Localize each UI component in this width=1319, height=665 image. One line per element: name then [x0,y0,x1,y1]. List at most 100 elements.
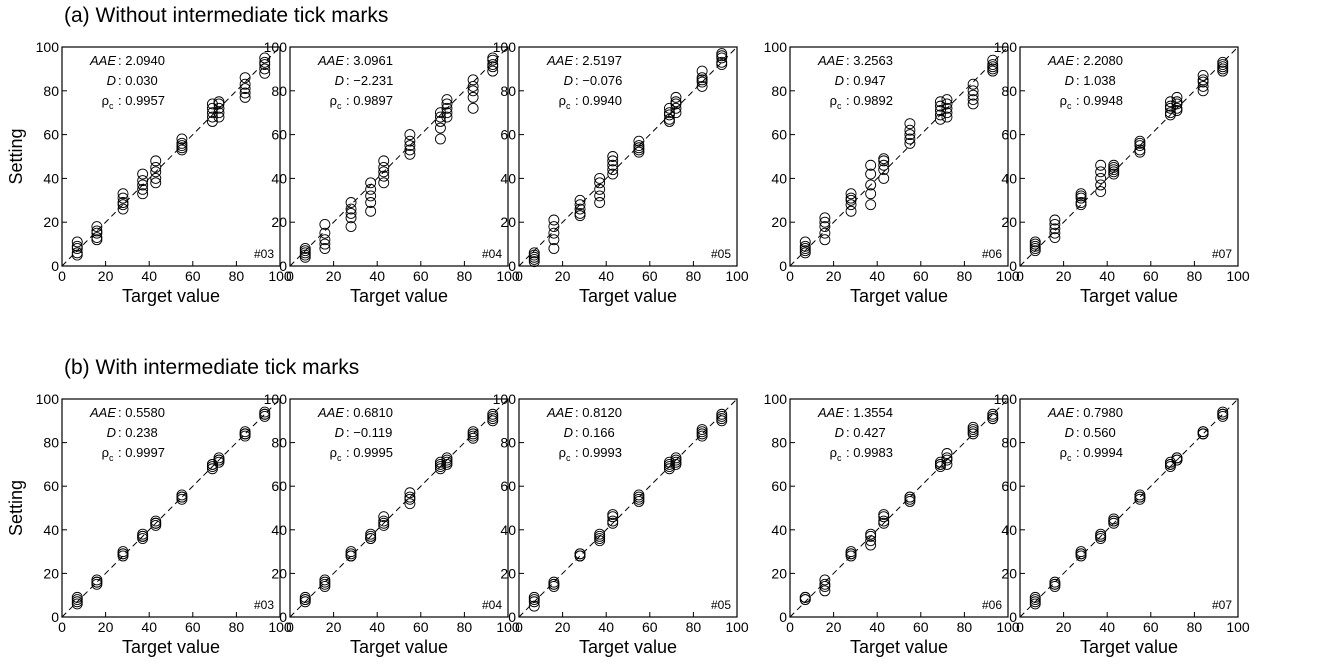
stat-rho: ρ [1060,445,1067,460]
data-point [548,221,560,233]
plot-frame [789,398,1009,618]
stat-aae-value: : 3.0961 [346,53,393,68]
data-point [865,535,877,547]
data-point [594,533,606,544]
data-point [819,221,831,233]
y-tick-label: 100 [994,391,1018,407]
data-point [404,498,416,510]
data-point [548,581,560,592]
data-point [137,179,149,191]
x-tick-label: 20 [98,619,114,635]
x-tick-label: 80 [957,268,973,284]
data-point [819,574,831,586]
y-tick-label: 20 [43,214,59,230]
x-tick-label: 80 [457,268,473,284]
data-point [487,65,499,77]
subject-id: #03 [254,598,274,612]
data-point [528,600,540,612]
data-point [865,539,877,551]
data-point [365,177,377,189]
data-point [71,249,83,261]
data-point [1029,243,1041,254]
subject-id: #04 [482,247,502,261]
data-point [548,576,560,588]
data-point [150,172,162,184]
x-axis-label: Target value [579,286,677,306]
x-tick-label: 80 [1187,268,1203,284]
data-point [91,232,103,243]
stat-rho: ρ [1060,93,1067,108]
data-point [594,183,606,195]
data-point [1049,578,1061,590]
data-point [345,546,357,558]
data-point [878,511,890,523]
data-point [607,511,619,523]
x-tick-label: 40 [369,619,385,635]
data-point [799,236,811,248]
data-point [137,530,149,542]
x-tick-label: 60 [1143,619,1159,635]
data-point [1029,594,1041,606]
data-point [239,87,251,99]
stat-rho-subscript: c [337,101,342,111]
plot-frame [289,46,509,267]
data-point [319,576,331,588]
data-point [904,491,916,503]
data-point [176,493,188,505]
stat-rho-value: : 0.9957 [118,93,165,108]
data-point [633,144,645,156]
data-point [150,515,162,527]
y-tick-label: 0 [51,609,59,625]
subject-id: #05 [711,247,731,261]
data-point [213,454,225,466]
stat-aae: AAE [317,405,344,420]
y-tick-label: 100 [264,39,288,55]
stat-rho-value: : 0.9995 [346,445,393,460]
stat-d-value: : 1.038 [1076,73,1116,88]
data-point [259,408,271,420]
data-point [137,183,149,195]
data-point [941,107,953,119]
data-point [1171,96,1183,108]
data-point [904,129,916,141]
x-tick-label: 80 [686,619,702,635]
stat-aae: AAE [546,405,573,420]
data-point [441,452,453,464]
data-point [716,56,728,68]
data-point [987,65,999,77]
data-point [1075,190,1087,202]
data-point [574,199,586,211]
data-point [319,238,331,250]
data-point [1217,61,1229,73]
x-tick-label: 40 [869,268,885,284]
data-point [176,142,188,154]
data-point [1134,489,1146,501]
data-point [845,188,857,200]
data-point [696,424,708,435]
data-point [117,548,129,560]
data-point [404,140,416,152]
y-tick-label: 80 [43,83,59,99]
data-point [378,177,390,189]
data-point [607,164,619,176]
data-point [574,548,586,560]
data-point [574,207,586,219]
data-point [378,515,390,527]
data-point [404,144,416,156]
data-point [299,249,311,261]
y-tick-label: 80 [771,435,787,451]
y-tick-label: 0 [279,609,287,625]
data-point [176,489,188,501]
plot-frame [1019,398,1239,618]
data-point [467,426,479,438]
data-point [299,243,311,254]
y-tick-label: 20 [43,565,59,581]
data-point [365,183,377,195]
data-point [467,91,479,103]
stat-rho-subscript: c [566,453,571,463]
data-point [137,175,149,187]
x-axis-label: Target value [1080,286,1178,306]
data-point [404,135,416,147]
